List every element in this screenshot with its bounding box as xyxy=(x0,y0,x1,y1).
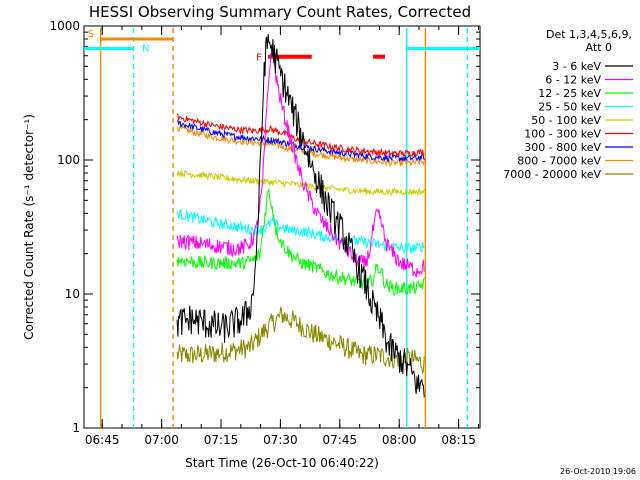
orbit-interval-label: S xyxy=(88,29,94,40)
orbit-interval-label: N xyxy=(142,43,149,54)
legend-header-line2: Att 0 xyxy=(586,41,612,54)
series-line xyxy=(176,49,425,279)
x-axis: 06:45 07:00 07:15 07:30 07:45 08:00 08:15 xyxy=(85,26,479,447)
series-line xyxy=(176,169,425,197)
observing-flags: S N F xyxy=(84,28,480,428)
y-tick-label: 1000 xyxy=(49,19,80,33)
legend-label: 7000 - 20000 keV xyxy=(503,168,601,181)
x-tick-label: 07:45 xyxy=(323,433,358,447)
plot-frame xyxy=(83,25,481,429)
x-tick-label: 07:00 xyxy=(144,433,179,447)
legend-label: 100 - 300 keV xyxy=(524,128,601,141)
series-line xyxy=(176,34,425,398)
legend-label: 25 - 50 keV xyxy=(538,101,601,114)
series-line xyxy=(176,306,425,375)
series-line xyxy=(176,113,425,158)
series-line xyxy=(176,188,425,297)
plot-area: 1 10 100 1000 06:45 07:00 07:15 07:30 07:45 08:0… xyxy=(49,19,481,447)
legend-label: 50 - 100 keV xyxy=(531,114,601,127)
legend-label: 12 - 25 keV xyxy=(538,87,601,100)
legend-label: 6 - 12 keV xyxy=(545,74,601,87)
legend-label: 3 - 6 keV xyxy=(552,60,601,73)
legend-header-line1: Det 1,3,4,5,6,9, xyxy=(546,28,632,41)
generation-timestamp: 26-Oct-2010 19:06 xyxy=(560,467,636,476)
y-tick-label: 1 xyxy=(72,421,80,435)
y-axis-label: Corrected Count Rate (s⁻¹ detector⁻¹) xyxy=(22,114,36,340)
series-line xyxy=(176,208,425,255)
legend-label: 800 - 7000 keV xyxy=(517,155,601,168)
x-tick-label: 07:15 xyxy=(204,433,239,447)
series-line xyxy=(176,123,425,168)
flare-label: F xyxy=(256,53,262,64)
series-line xyxy=(176,119,425,162)
x-tick-label: 08:00 xyxy=(382,433,417,447)
x-axis-label: Start Time (26-Oct-10 06:40:22) xyxy=(185,456,379,470)
x-tick-label: 07:30 xyxy=(263,433,298,447)
chart-title: HESSI Observing Summary Count Rates, Cor… xyxy=(89,3,471,21)
y-tick-label: 10 xyxy=(65,287,80,301)
x-tick-label: 06:45 xyxy=(85,433,120,447)
x-tick-label: 08:15 xyxy=(441,433,476,447)
y-axis: 1 10 100 1000 xyxy=(49,19,480,435)
series-layer xyxy=(176,34,425,398)
legend-label: 300 - 800 keV xyxy=(524,141,601,154)
y-tick-label: 100 xyxy=(57,153,80,167)
